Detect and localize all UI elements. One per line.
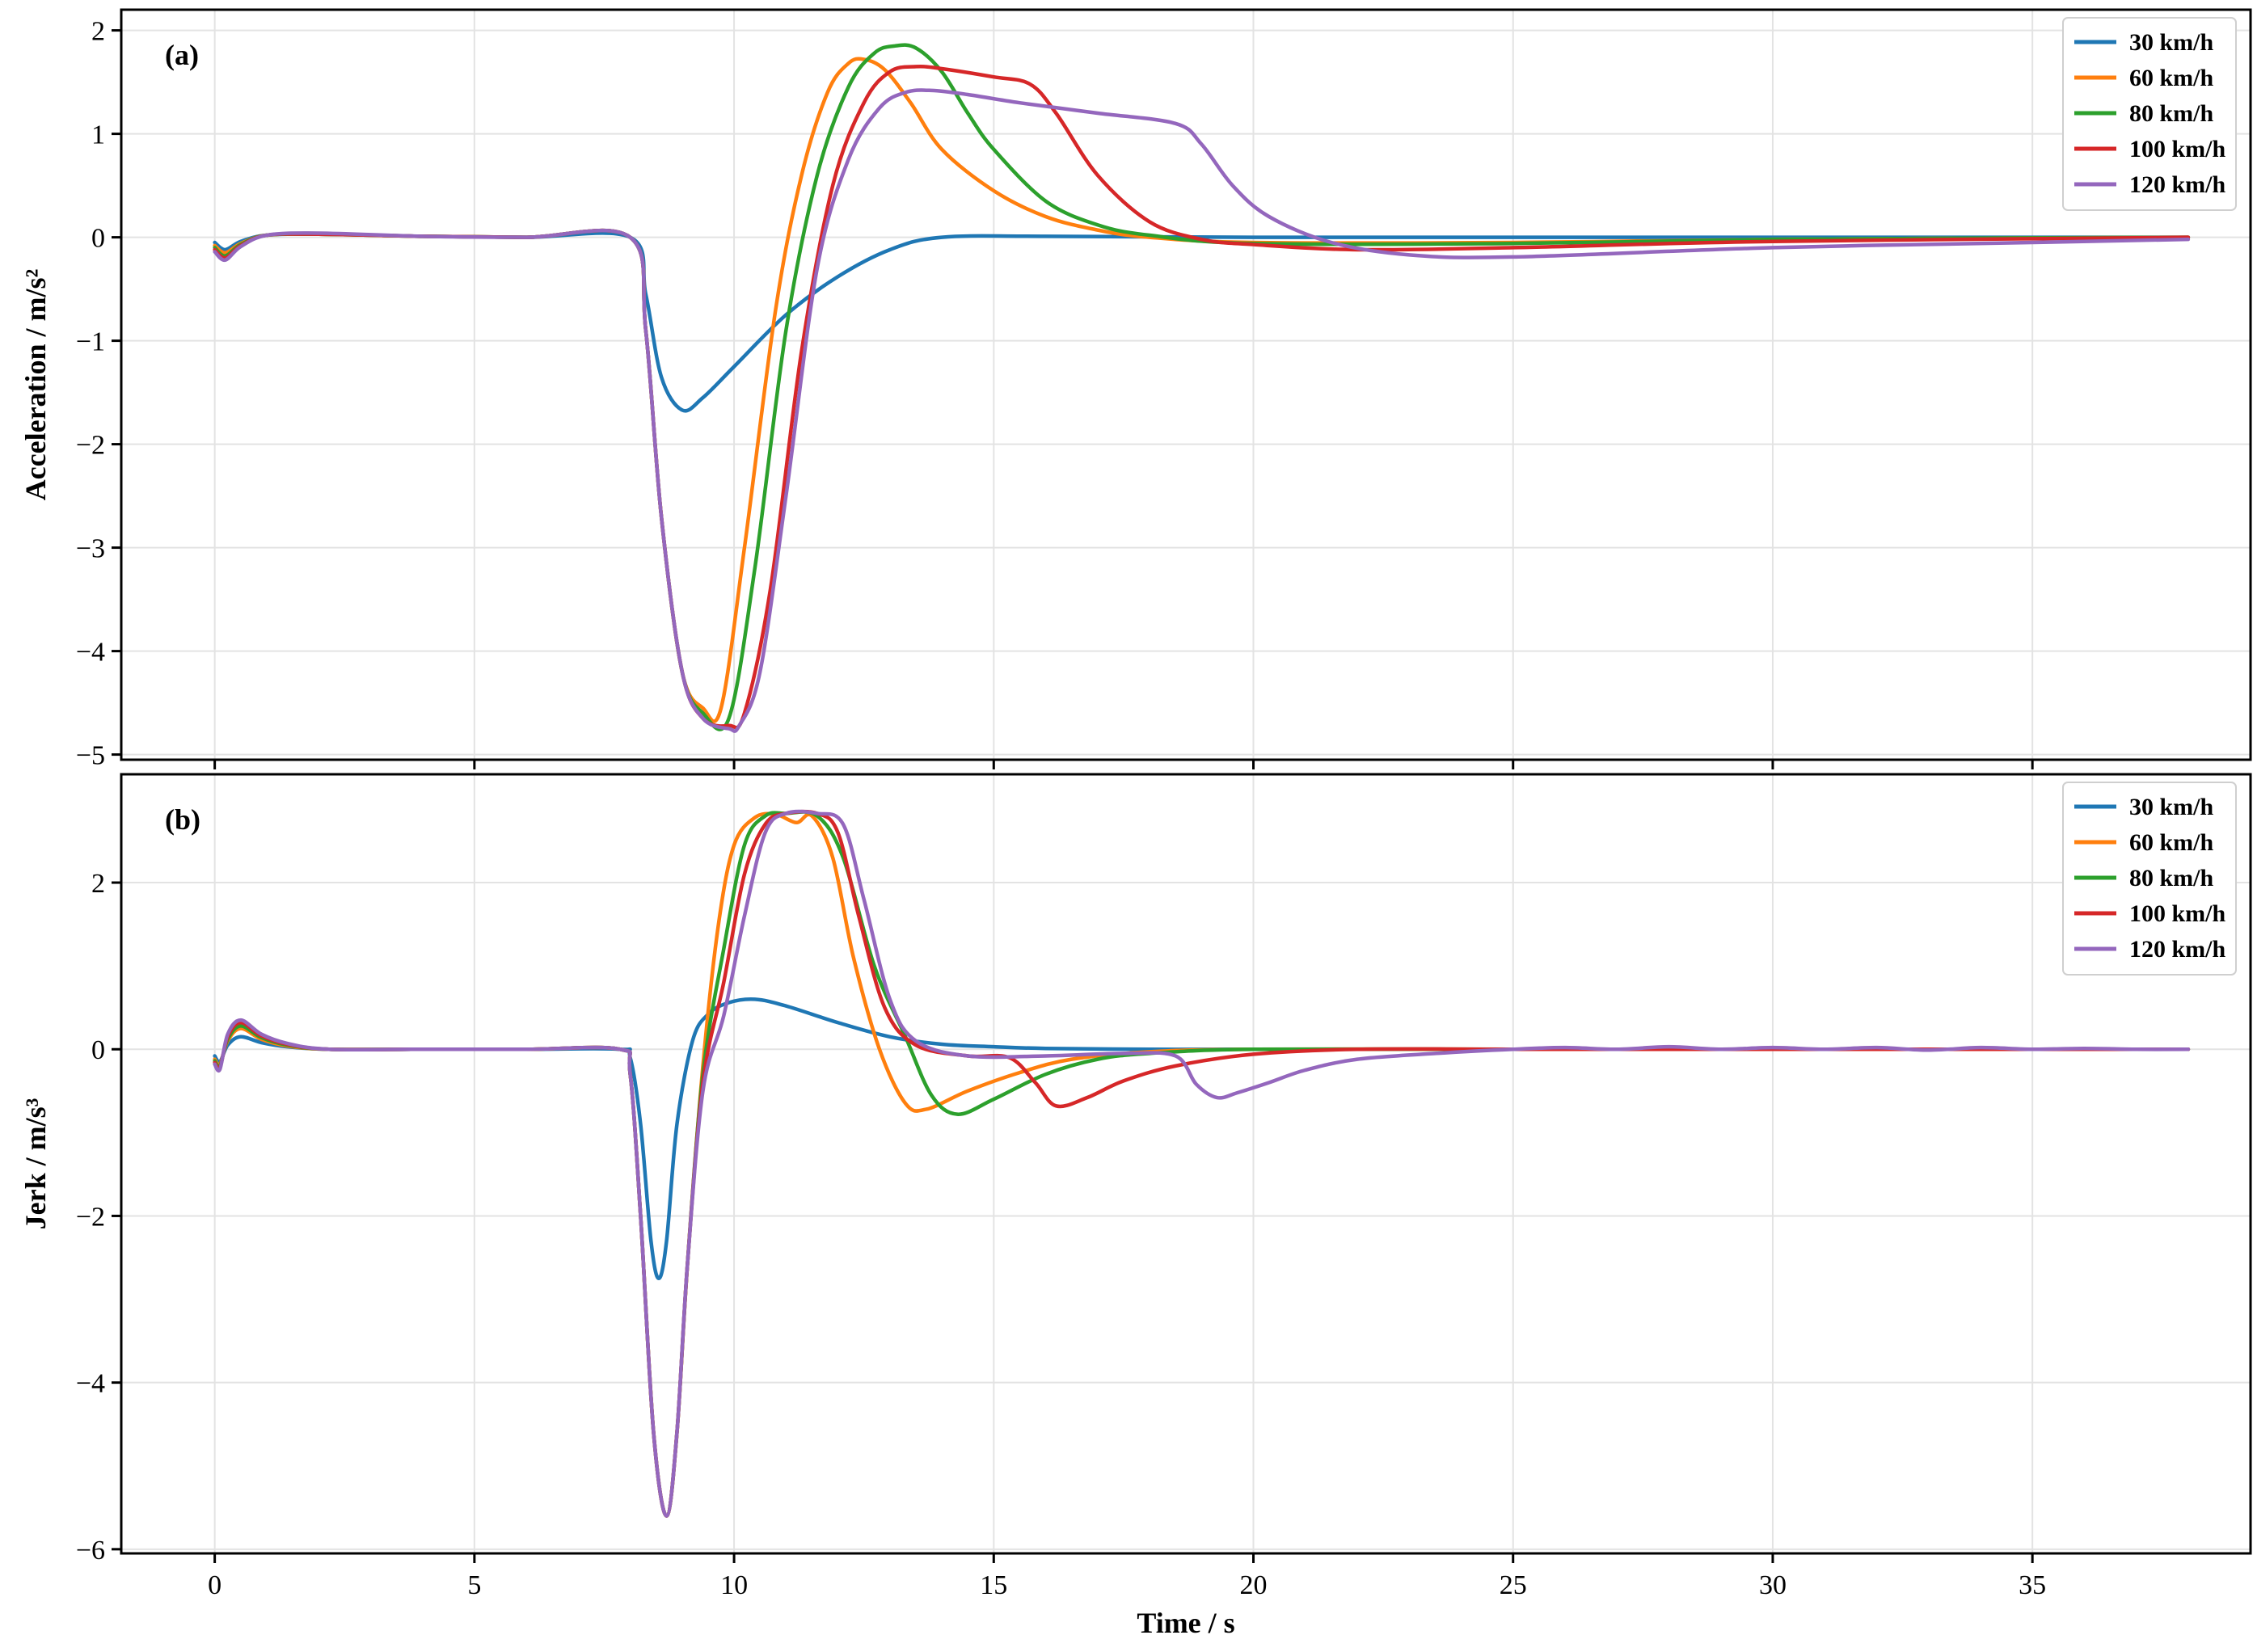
legend-box [2062, 17, 2237, 211]
legend: 30 km/h 60 km/h 80 km/h 100 km/h 120 km/h [2062, 782, 2237, 976]
x-tick-label: 20 [1240, 1570, 1268, 1600]
panel-label: (b) [165, 803, 200, 836]
series-line-60-km-h [213, 811, 2191, 1518]
x-tick-label: 35 [2019, 1570, 2046, 1600]
series-line-30-km-h [213, 231, 2191, 413]
legend-label: 30 km/h [2129, 794, 2214, 820]
legend-box [2062, 782, 2237, 976]
series-group [213, 43, 2191, 733]
y-axis-label: Acceleration / m/s² [19, 269, 52, 501]
legend: 30 km/h 60 km/h 80 km/h 100 km/h 120 km/h [2062, 17, 2237, 211]
series-line-60-km-h [213, 57, 2191, 723]
y-tick-label: 2 [91, 17, 105, 47]
series-line-80-km-h [213, 43, 2191, 731]
x-tick-label: 15 [980, 1570, 1007, 1600]
legend-label: 100 km/h [2129, 900, 2226, 927]
y-tick-label: −4 [76, 638, 105, 668]
y-tick-label: 1 [91, 120, 105, 150]
y-tick-label: −5 [76, 741, 105, 771]
x-tick-label: 0 [208, 1570, 221, 1600]
x-tick-label: 25 [1500, 1570, 1527, 1600]
plot-frame [120, 8, 2252, 761]
y-tick-label: −2 [76, 1202, 105, 1232]
panel-a: −5 −4 −3 −2 −1 0 1 2 Acceleration / m/s² (a) 30 km… [19, 8, 2252, 771]
y-tick-label: −4 [76, 1369, 105, 1399]
legend-label: 100 km/h [2129, 136, 2226, 162]
y-tick-label: −2 [76, 431, 105, 461]
legend-label: 120 km/h [2129, 936, 2226, 963]
panel-b: 0 5 10 15 20 25 30 35 −6 −4 −2 0 2 Jerk / m/s³ Time / … [19, 773, 2252, 1639]
y-tick-label: 2 [91, 869, 105, 899]
y-tick-label: 0 [91, 224, 105, 254]
x-tick-label: 5 [467, 1570, 481, 1600]
legend-label: 80 km/h [2129, 100, 2214, 127]
plot-frame [120, 773, 2252, 1555]
series-line-120-km-h [213, 809, 2191, 1518]
y-axis-label: Jerk / m/s³ [19, 1098, 52, 1229]
y-tick-label: −1 [76, 327, 105, 357]
series-line-80-km-h [213, 810, 2191, 1518]
y-tick-label: −3 [76, 534, 105, 564]
x-tick-label: 30 [1759, 1570, 1787, 1600]
legend-label: 80 km/h [2129, 865, 2214, 891]
series-group [213, 809, 2191, 1518]
legend-label: 60 km/h [2129, 829, 2214, 856]
series-line-100-km-h [213, 64, 2191, 730]
y-tick-label: −6 [76, 1536, 105, 1566]
y-tick-label: 0 [91, 1035, 105, 1065]
series-line-100-km-h [213, 809, 2191, 1518]
x-axis-label: Time / s [1137, 1607, 1234, 1639]
legend-label: 30 km/h [2129, 29, 2214, 56]
legend-label: 60 km/h [2129, 65, 2214, 91]
legend-label: 120 km/h [2129, 171, 2226, 198]
series-line-120-km-h [213, 88, 2191, 733]
x-tick-label: 10 [720, 1570, 748, 1600]
panel-label: (a) [165, 39, 199, 71]
series-line-30-km-h [213, 997, 2191, 1281]
